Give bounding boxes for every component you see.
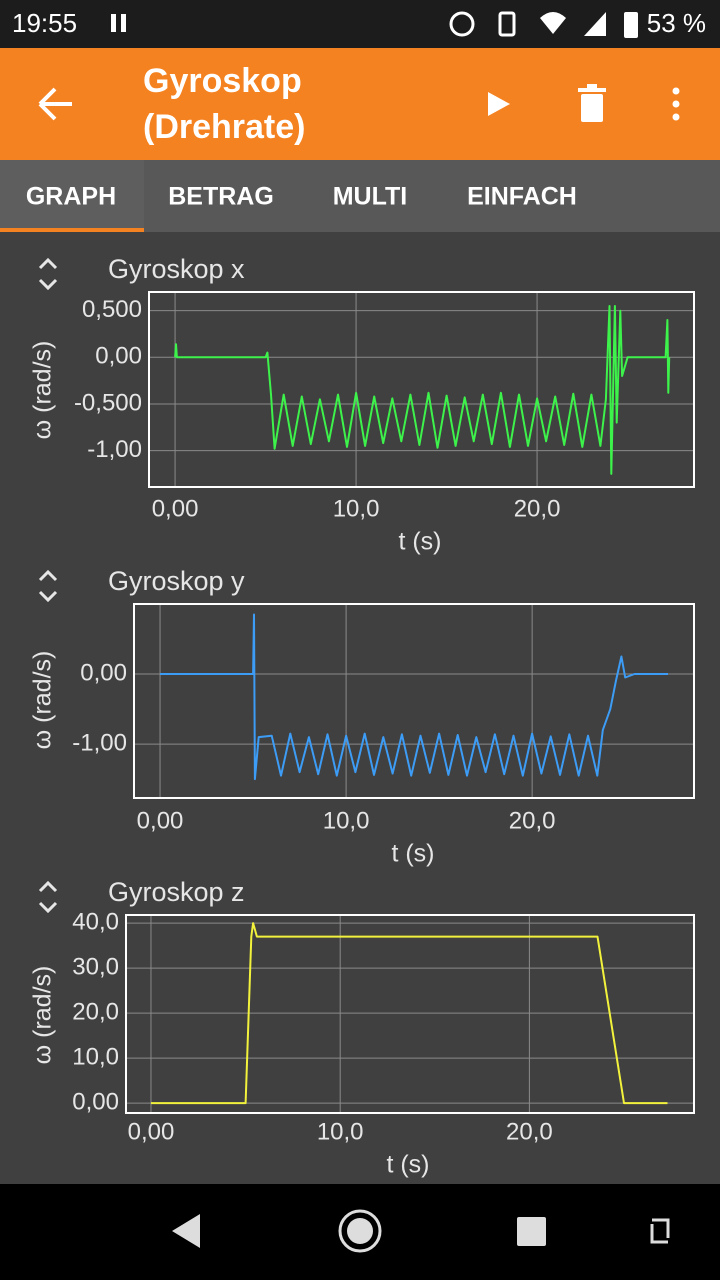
data-line: [160, 613, 668, 781]
tab[interactable]: EINFACH: [467, 183, 577, 211]
x-tick-label: 10,0: [333, 495, 380, 522]
back-button[interactable]: [38, 87, 72, 121]
y-tick-label: 10,0: [72, 1043, 119, 1070]
x-axis-label: t (s): [386, 1151, 429, 1179]
x-tick-label: 20,0: [509, 807, 556, 834]
x-tick-label: 0,00: [128, 1118, 175, 1145]
app-title-box: Gyroskop (Drehrate): [143, 62, 306, 146]
y-tick-label: 0,500: [82, 296, 142, 323]
nav-rotate[interactable]: [650, 1218, 670, 1244]
nav-recents[interactable]: [517, 1217, 546, 1246]
expand-icon[interactable]: [38, 569, 58, 603]
clock: 19:55: [12, 8, 77, 38]
x-axis-label: t (s): [398, 528, 441, 556]
play-button[interactable]: [488, 92, 510, 116]
y-tick-label: -1,00: [72, 729, 127, 756]
plot-frame: [148, 291, 695, 488]
data-line: [174, 305, 671, 475]
expand-icon[interactable]: [38, 880, 58, 914]
plot-frame: [133, 603, 695, 799]
tab[interactable]: BETRAG: [168, 183, 274, 211]
status-icons: [111, 11, 638, 38]
nav-back[interactable]: [172, 1214, 200, 1248]
y-axis-label: ω (rad/s): [29, 966, 57, 1065]
chart-title: Gyroskop y: [108, 566, 245, 596]
app-title: Gyroskop (Drehrate): [143, 62, 306, 146]
y-tick-label: 0,00: [72, 1088, 119, 1115]
y-tick-label: 0,00: [95, 343, 142, 370]
x-tick-label: 0,00: [152, 495, 199, 522]
expand-icon[interactable]: [38, 257, 58, 291]
battery-level: 53 %: [647, 8, 706, 38]
x-axis-label: t (s): [391, 840, 434, 868]
y-axis-label: ω (rad/s): [29, 651, 57, 750]
y-tick-label: 30,0: [72, 953, 119, 980]
x-tick-label: 10,0: [323, 807, 370, 834]
data-line: [151, 922, 668, 1105]
chart-title: Gyroskop z: [108, 877, 245, 907]
x-tick-label: 20,0: [514, 495, 561, 522]
y-axis-label: ω (rad/s): [29, 341, 57, 440]
status-bar: [0, 0, 720, 48]
x-tick-label: 0,00: [137, 807, 184, 834]
x-tick-label: 10,0: [317, 1118, 364, 1145]
delete-button[interactable]: [578, 84, 606, 122]
y-tick-label: -0,500: [74, 389, 142, 416]
nav-home[interactable]: [338, 1209, 382, 1253]
chart-title: Gyroskop x: [108, 254, 245, 284]
menu-button[interactable]: [672, 87, 680, 121]
tab-selected: [0, 160, 144, 232]
tab-indicator: [0, 228, 144, 232]
tab[interactable]: MULTI: [333, 183, 408, 211]
x-tick-label: 20,0: [506, 1118, 553, 1145]
y-tick-label: 0,00: [80, 659, 127, 686]
y-tick-label: -1,00: [87, 436, 142, 463]
y-tick-label: 20,0: [72, 998, 119, 1025]
tab[interactable]: GRAPH: [26, 183, 116, 211]
y-tick-label: 40,0: [72, 908, 119, 935]
plot-frame: [125, 914, 695, 1114]
